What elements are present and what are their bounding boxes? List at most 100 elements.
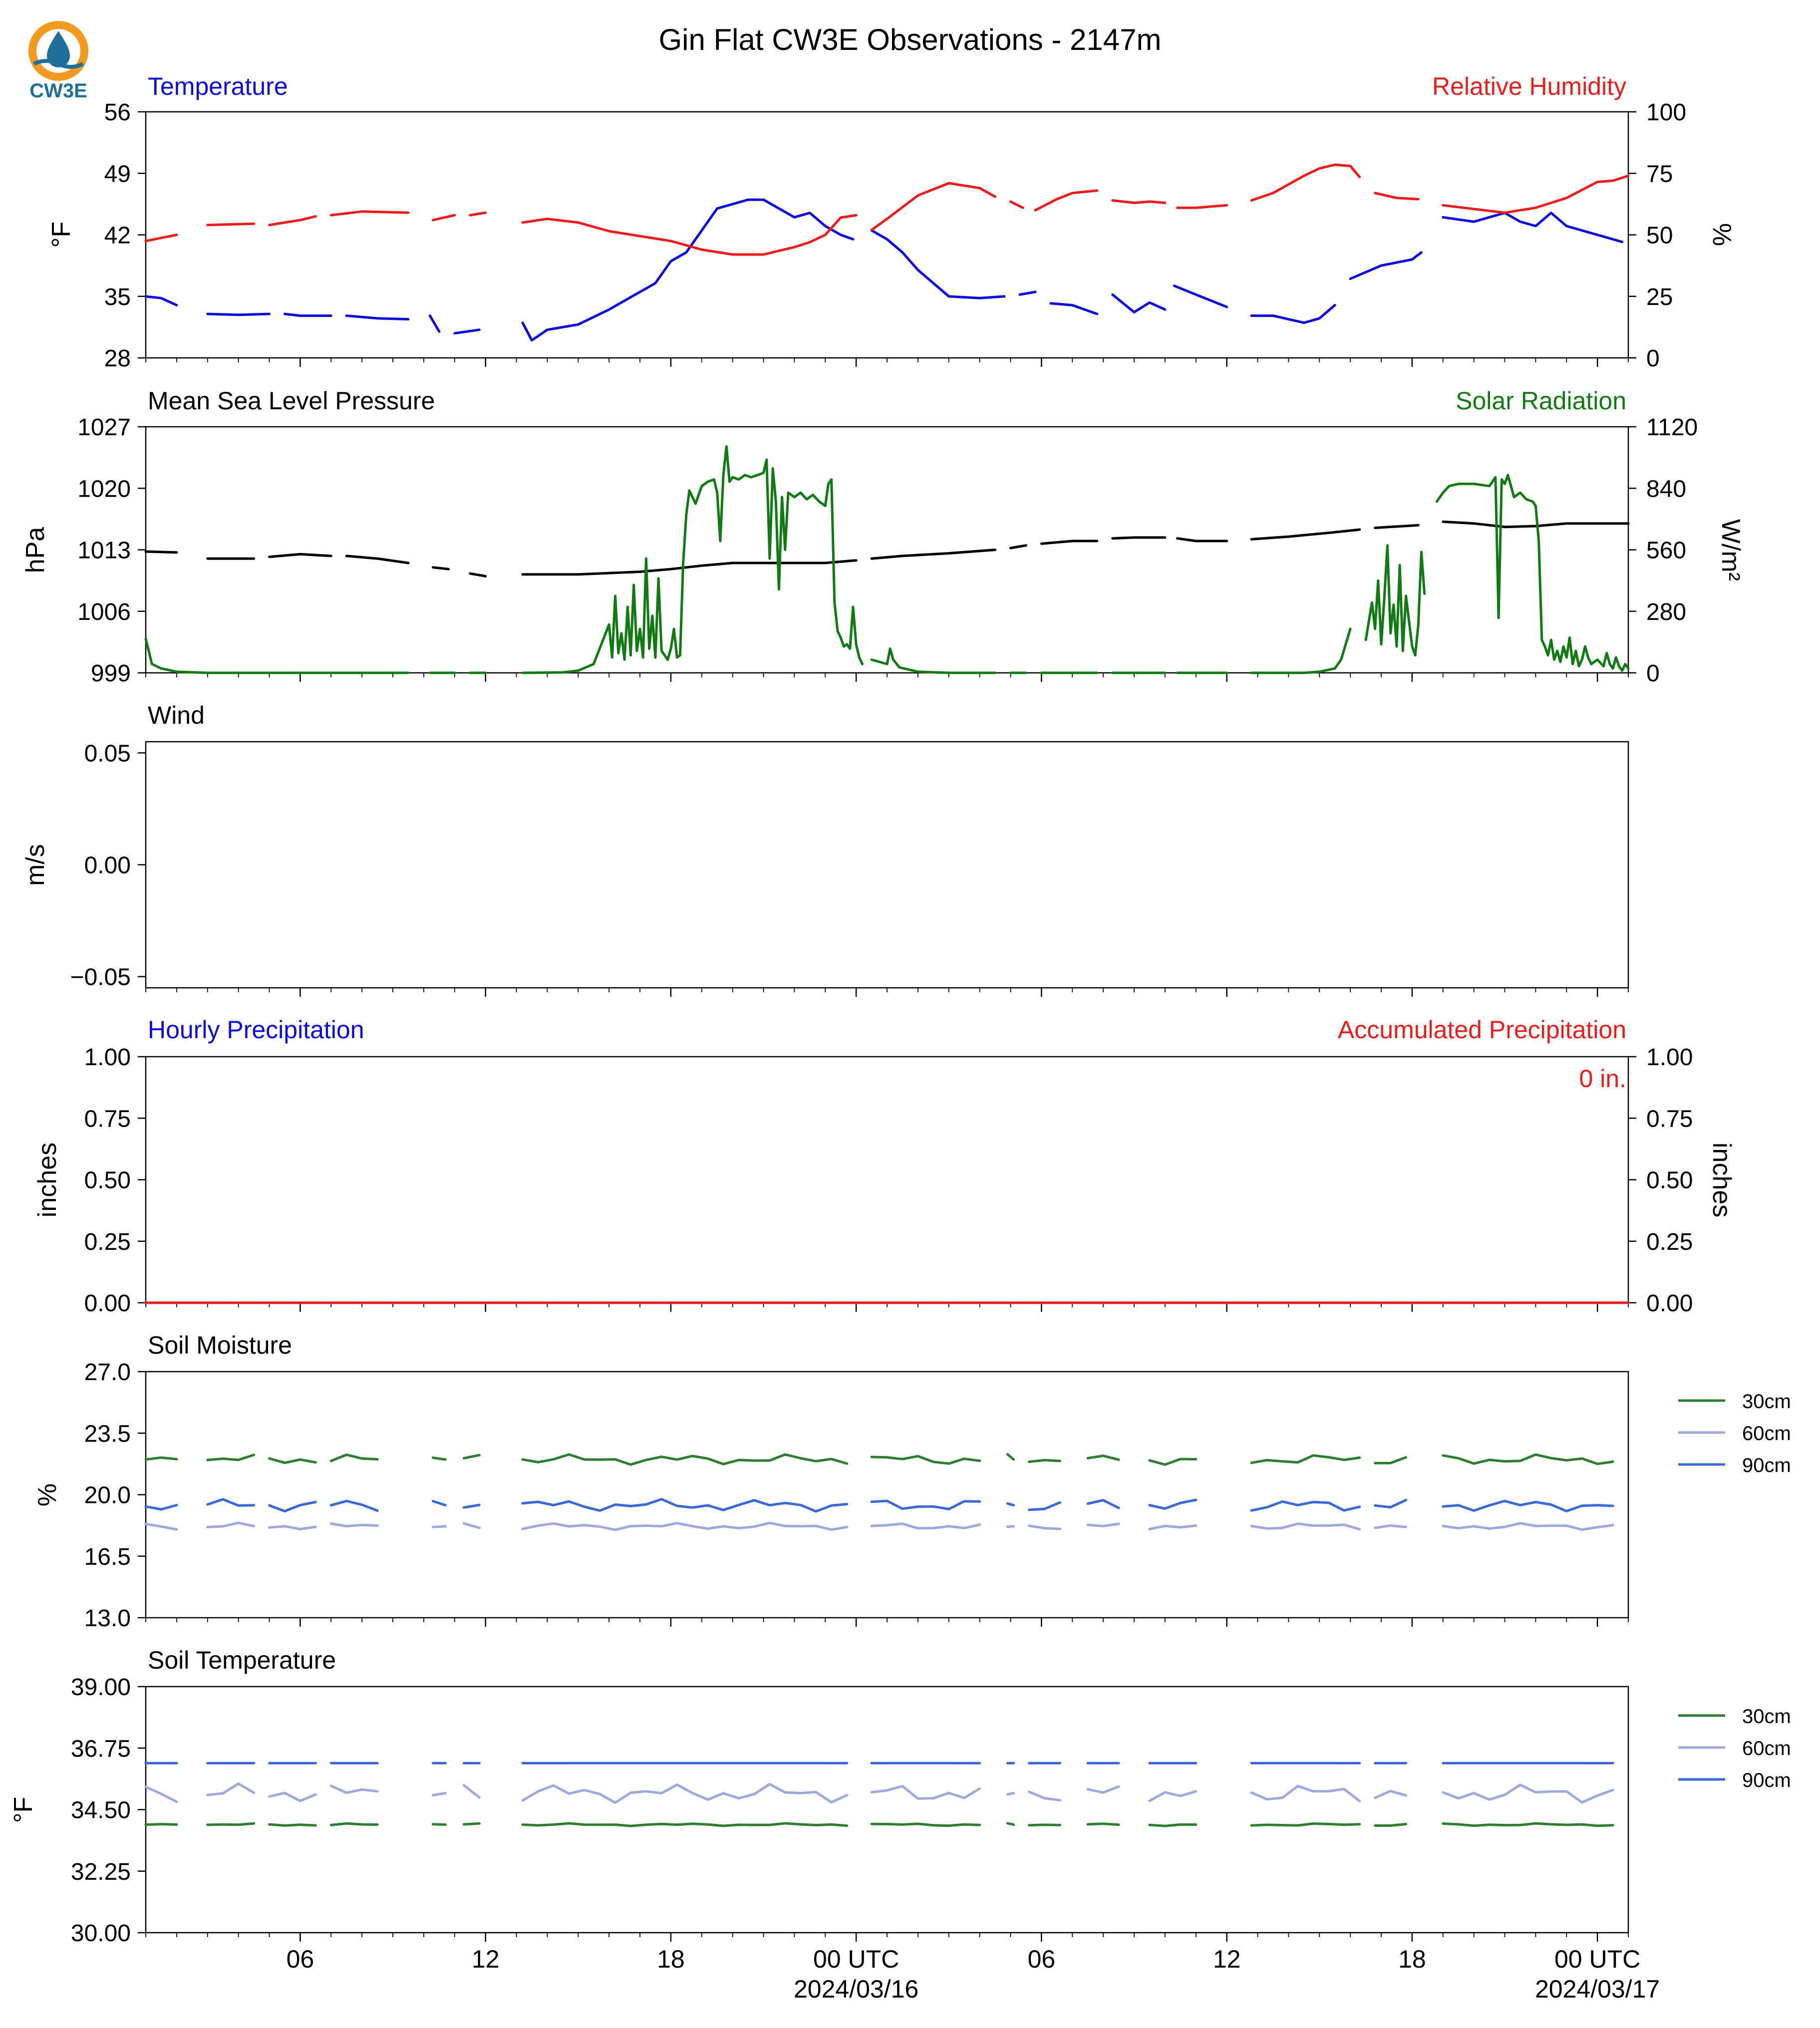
series-line-60cm bbox=[1442, 1783, 1614, 1804]
series-line-temperature bbox=[453, 328, 481, 335]
x-ticks bbox=[145, 1618, 1629, 1627]
y-tick-label: 28 bbox=[104, 345, 131, 372]
series-line-60cm bbox=[1006, 1792, 1015, 1796]
series-line-solar-radiation bbox=[1250, 627, 1352, 674]
y-tick-label-right: 100 bbox=[1646, 99, 1686, 126]
y-tick-label-right: 560 bbox=[1646, 538, 1686, 564]
series-line-temperature bbox=[1049, 302, 1099, 315]
y-tick-label: 35 bbox=[104, 284, 131, 310]
x-tick-label: 06 bbox=[287, 1945, 314, 1973]
series-line-temperature bbox=[283, 312, 332, 317]
series-line-30cm bbox=[206, 1453, 256, 1461]
series-line-60cm bbox=[268, 1791, 317, 1802]
series-line-60cm bbox=[1442, 1522, 1614, 1531]
y-tick-label: 56 bbox=[104, 99, 131, 126]
series-line-60cm bbox=[870, 1785, 981, 1800]
series-line-60cm bbox=[1148, 1790, 1198, 1802]
series-line-60cm bbox=[1374, 1789, 1407, 1799]
panel-title-soil-moisture: Soil Moisture bbox=[148, 1331, 292, 1359]
y-tick-label: 0.50 bbox=[84, 1167, 131, 1194]
y-tick-label: 36.75 bbox=[71, 1736, 131, 1762]
series-line-relative-humidity bbox=[329, 210, 410, 217]
y-tick-label: 30.00 bbox=[71, 1920, 131, 1947]
series-line-mean-sea-level-pressure bbox=[1442, 520, 1630, 529]
series-line-30cm bbox=[870, 1822, 981, 1827]
logo-drop-icon bbox=[47, 31, 70, 67]
x-ticks bbox=[145, 988, 1629, 997]
series-line-30cm bbox=[1442, 1822, 1614, 1827]
series-line-30cm bbox=[268, 1457, 317, 1464]
series-line-mean-sea-level-pressure bbox=[144, 550, 178, 554]
series-line-60cm bbox=[144, 1785, 178, 1803]
series-lines bbox=[144, 1453, 1614, 1531]
series-line-60cm bbox=[329, 1784, 379, 1794]
y-tick-label: 0.00 bbox=[84, 1290, 131, 1317]
y-tick-label: 999 bbox=[91, 660, 131, 687]
series-line-60cm bbox=[1148, 1524, 1198, 1530]
accumulated-total-label: 0 in. bbox=[1579, 1065, 1626, 1093]
y-tick-label-right: 0.75 bbox=[1646, 1106, 1693, 1132]
series-line-relative-humidity bbox=[1034, 189, 1099, 212]
series-line-temperature bbox=[1018, 290, 1037, 296]
series-line-60cm bbox=[1250, 1522, 1361, 1531]
x-tick-label: 18 bbox=[657, 1945, 685, 1973]
series-line-60cm bbox=[206, 1782, 256, 1796]
y-tick-label-right: 25 bbox=[1646, 284, 1673, 310]
legend-label-30cm: 30cm bbox=[1742, 1706, 1791, 1728]
panel-pressure-solar: Mean Sea Level Pressure Solar Radiation … bbox=[21, 387, 1745, 687]
panel-precipitation: Hourly Precipitation Accumulated Precipi… bbox=[33, 1016, 1736, 1317]
y-tick-label-right: 0.00 bbox=[1646, 1290, 1693, 1317]
y-axis-label-precip-right: inches bbox=[1707, 1143, 1736, 1217]
y-tick-label: 0.05 bbox=[84, 740, 131, 767]
series-lines bbox=[144, 1761, 1614, 1827]
logo-wave-icon bbox=[33, 59, 84, 69]
series-line-temperature bbox=[206, 312, 271, 316]
series-line-30cm bbox=[206, 1822, 256, 1826]
y-tick-label: 16.5 bbox=[84, 1544, 131, 1570]
series-line-90cm bbox=[521, 1498, 849, 1513]
x-tick-label: 00 UTC bbox=[813, 1945, 899, 1973]
x-ticks bbox=[145, 358, 1629, 367]
y-axis-label-soil-moisture: % bbox=[33, 1483, 62, 1506]
series-line-mean-sea-level-pressure bbox=[1009, 544, 1027, 550]
series-line-relative-humidity bbox=[1374, 192, 1420, 201]
series-line-90cm bbox=[1086, 1499, 1120, 1509]
y-tick-label: 20.0 bbox=[84, 1482, 131, 1509]
y-axis-label-rh: % bbox=[1707, 223, 1736, 246]
series-line-solar-radiation bbox=[521, 445, 864, 674]
y-ticks-left: 13.0 16.5 20.0 23.5 27.0 bbox=[84, 1359, 146, 1632]
y-tick-label: 32.25 bbox=[71, 1859, 131, 1885]
x-ticks bbox=[145, 1933, 1629, 1942]
series-line-relative-humidity bbox=[206, 222, 256, 227]
series-line-30cm bbox=[1028, 1458, 1061, 1463]
legend-label-60cm: 60cm bbox=[1742, 1738, 1791, 1759]
series-line-60cm bbox=[870, 1522, 981, 1530]
series-line-30cm bbox=[1086, 1822, 1120, 1826]
series-line-relative-humidity bbox=[1111, 199, 1167, 204]
series-line-mean-sea-level-pressure bbox=[345, 555, 410, 565]
series-line-60cm bbox=[1374, 1524, 1407, 1529]
x-tick-label: 18 bbox=[1398, 1945, 1426, 1973]
y-tick-label-right: 0 bbox=[1646, 345, 1660, 372]
y-tick-label: 42 bbox=[104, 223, 131, 249]
series-line-mean-sea-level-pressure bbox=[1111, 536, 1167, 540]
series-line-temperature bbox=[345, 314, 410, 320]
series-line-60cm bbox=[521, 1521, 849, 1531]
panel-title-soil-temperature: Soil Temperature bbox=[148, 1646, 336, 1674]
series-line-mean-sea-level-pressure bbox=[521, 559, 858, 576]
y-ticks-left: 999 1006 1013 1020 1027 bbox=[77, 414, 146, 687]
y-tick-label: 13.0 bbox=[84, 1605, 131, 1632]
series-line-30cm bbox=[1374, 1456, 1407, 1464]
series-line-60cm bbox=[206, 1521, 256, 1528]
y-axis-label-pressure: hPa bbox=[21, 527, 50, 574]
series-line-60cm bbox=[1006, 1525, 1015, 1528]
y-tick-label-right: 0 bbox=[1646, 660, 1660, 687]
series-line-30cm bbox=[1006, 1453, 1015, 1461]
series-line-mean-sea-level-pressure bbox=[870, 549, 997, 560]
legend-label-30cm: 30cm bbox=[1742, 1391, 1791, 1413]
series-line-60cm bbox=[1250, 1784, 1361, 1802]
series-lines bbox=[144, 445, 1630, 674]
series-line-temperature bbox=[1442, 212, 1624, 244]
